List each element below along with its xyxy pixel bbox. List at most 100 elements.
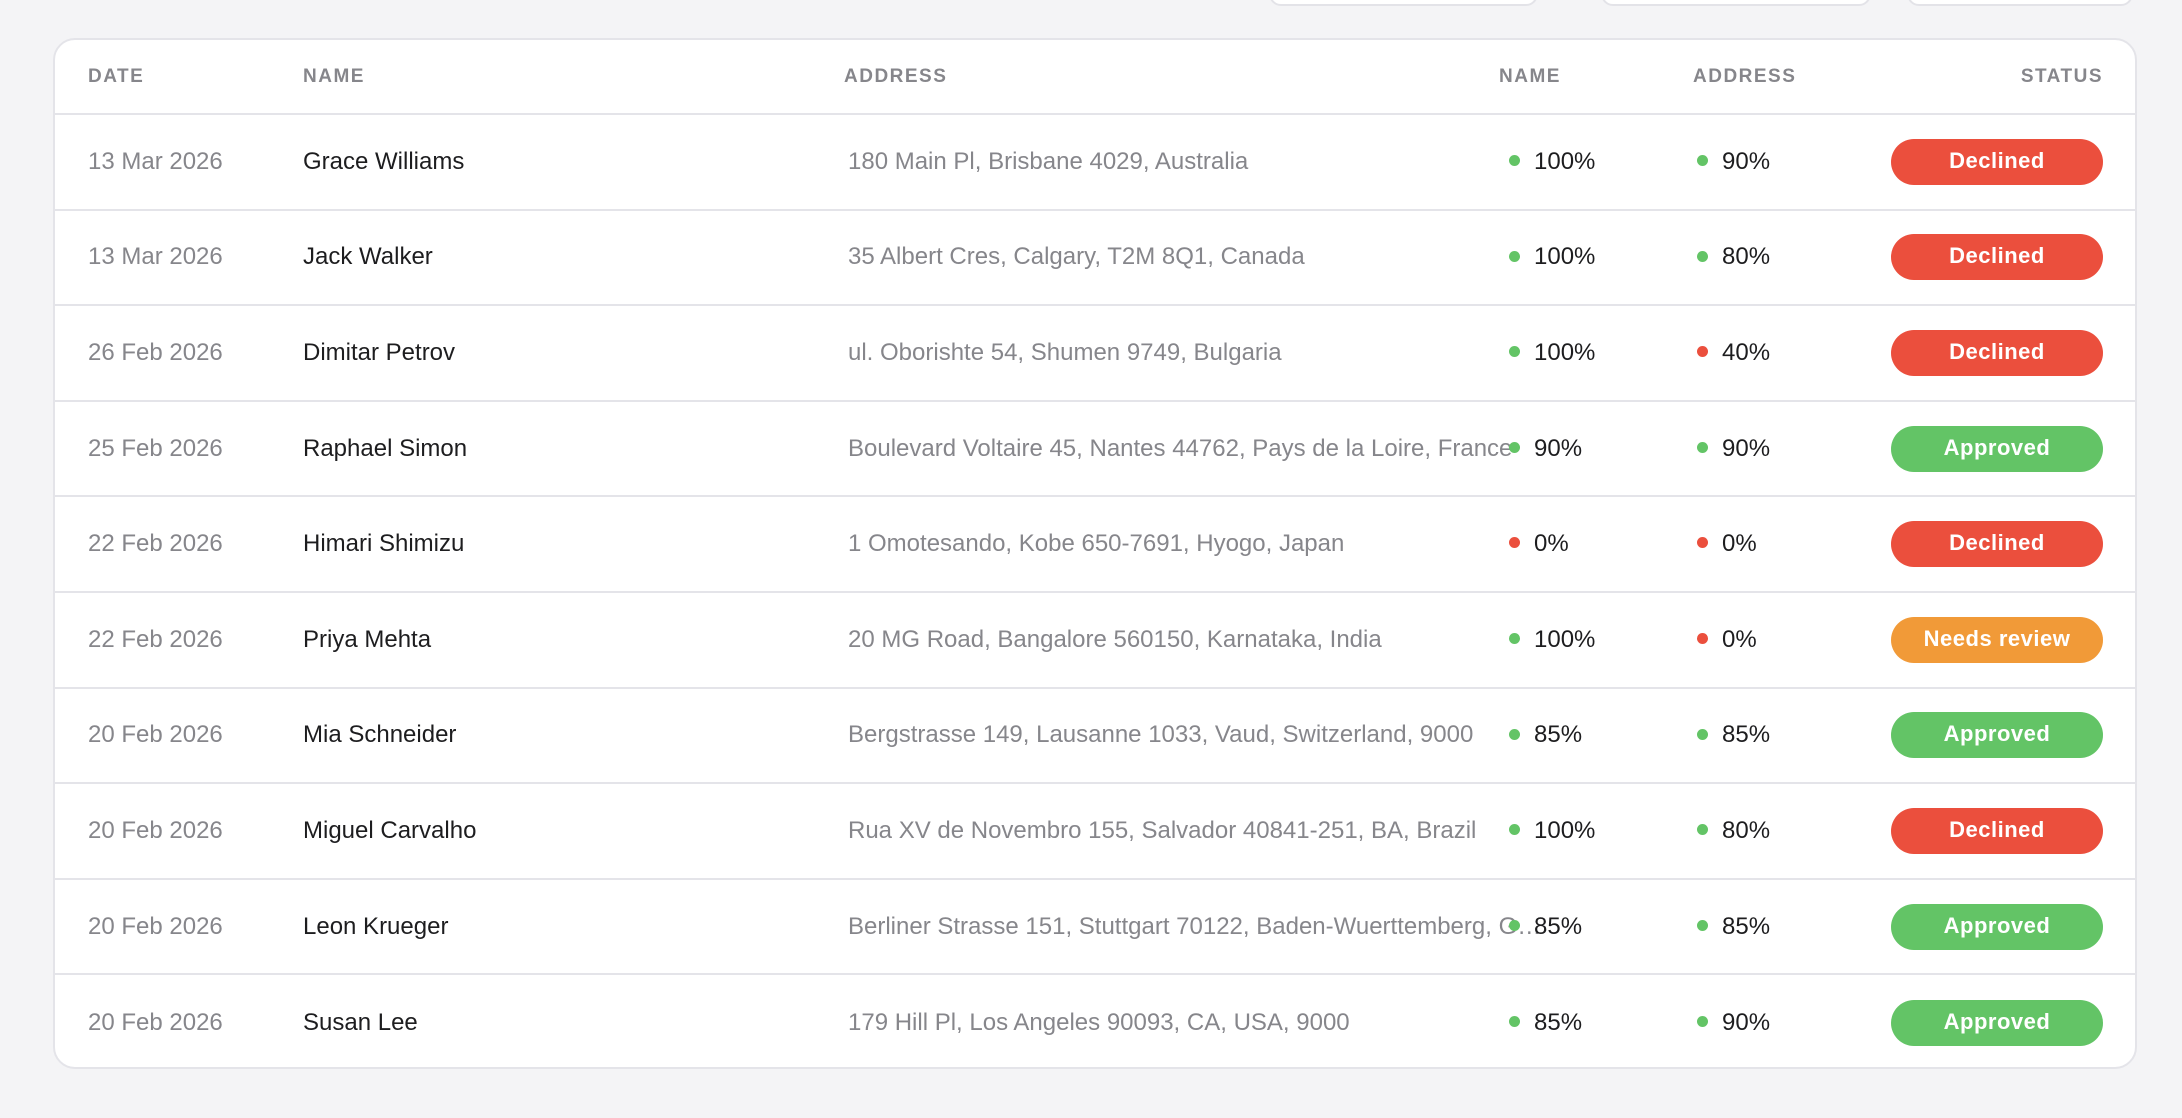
row-name: Himari Shimizu: [303, 530, 465, 558]
status-dot-icon: [1509, 250, 1520, 262]
table-row[interactable]: 22 Feb 2026 Himari Shimizu 1 Omotesando,…: [55, 497, 2135, 593]
name-match-value: 100%: [1534, 338, 1596, 366]
row-address: ul. Oborishte 54, Shumen 9749, Bulgaria: [848, 338, 1282, 366]
status-dot-icon: [1697, 632, 1708, 644]
row-name: Dimitar Petrov: [303, 338, 456, 366]
row-address: Bergstrasse 149, Lausanne 1033, Vaud, Sw…: [848, 721, 1474, 749]
row-address: 180 Main Pl, Brisbane 4029, Australia: [848, 147, 1249, 175]
address-match-value: 85%: [1722, 721, 1771, 749]
address-match: 90%: [1697, 1009, 1770, 1037]
name-match-value: 85%: [1534, 1009, 1583, 1037]
address-match-value: 0%: [1722, 530, 1757, 558]
name-match-value: 90%: [1534, 434, 1583, 462]
toolbar-button-1[interactable]: [1269, 0, 1538, 6]
status-dot-icon: [1509, 346, 1520, 358]
address-match: 0%: [1697, 530, 1757, 558]
address-match-value: 40%: [1722, 338, 1771, 366]
status-badge: Approved: [1891, 903, 2103, 950]
name-match: 90%: [1509, 435, 1582, 463]
table-row[interactable]: 13 Mar 2026 Grace Williams 180 Main Pl, …: [55, 115, 2135, 211]
row-name: Leon Krueger: [303, 912, 449, 940]
header-date[interactable]: DATE: [88, 66, 145, 87]
table-row[interactable]: 20 Feb 2026 Leon Krueger Berliner Strass…: [55, 880, 2135, 976]
name-match: 100%: [1509, 626, 1595, 654]
status-dot-icon: [1697, 919, 1708, 931]
status-dot-icon: [1697, 728, 1708, 740]
status-dot-icon: [1509, 919, 1520, 931]
address-match-value: 90%: [1722, 1009, 1771, 1037]
status-dot-icon: [1697, 154, 1708, 166]
row-date: 13 Mar 2026: [88, 147, 223, 175]
row-address: 1 Omotesando, Kobe 650-7691, Hyogo, Japa…: [848, 530, 1345, 558]
address-match: 90%: [1697, 148, 1770, 176]
toolbar-button-3[interactable]: [1907, 0, 2133, 6]
row-date: 20 Feb 2026: [88, 721, 223, 749]
row-date: 22 Feb 2026: [88, 625, 223, 653]
status-dot-icon: [1509, 728, 1520, 740]
row-name: Raphael Simon: [303, 434, 468, 462]
status-dot-icon: [1697, 250, 1708, 262]
row-date: 20 Feb 2026: [88, 1009, 223, 1037]
name-match-value: 0%: [1534, 530, 1569, 558]
row-name: Susan Lee: [303, 1009, 418, 1037]
header-address-match[interactable]: ADDRESS: [1693, 66, 1797, 87]
status-badge: Declined: [1891, 234, 2103, 281]
name-match-value: 100%: [1534, 147, 1596, 175]
toolbar-button-2[interactable]: [1601, 0, 1871, 6]
address-match: 85%: [1697, 721, 1770, 749]
status-dot-icon: [1509, 537, 1520, 549]
table-row[interactable]: 20 Feb 2026 Miguel Carvalho Rua XV de No…: [55, 784, 2135, 880]
name-match-value: 85%: [1534, 721, 1583, 749]
status-dot-icon: [1697, 346, 1708, 358]
row-name: Jack Walker: [303, 243, 433, 271]
name-match: 100%: [1509, 339, 1595, 367]
status-badge: Approved: [1891, 425, 2103, 472]
name-match: 85%: [1509, 913, 1582, 941]
status-badge: Declined: [1891, 807, 2103, 854]
header-status[interactable]: STATUS: [2020, 66, 2103, 87]
row-name: Priya Mehta: [303, 625, 432, 653]
row-date: 26 Feb 2026: [88, 338, 223, 366]
table-row[interactable]: 26 Feb 2026 Dimitar Petrov ul. Oborishte…: [55, 306, 2135, 402]
row-date: 25 Feb 2026: [88, 434, 223, 462]
name-match: 100%: [1509, 243, 1595, 271]
status-badge: Needs review: [1891, 616, 2103, 663]
status-dot-icon: [1509, 154, 1520, 166]
table-row[interactable]: 13 Mar 2026 Jack Walker 35 Albert Cres, …: [55, 211, 2135, 307]
name-match-value: 100%: [1534, 243, 1596, 271]
row-date: 20 Feb 2026: [88, 816, 223, 844]
header-name-match[interactable]: NAME: [1499, 66, 1561, 87]
table-row[interactable]: 20 Feb 2026 Mia Schneider Bergstrasse 14…: [55, 689, 2135, 785]
address-match: 80%: [1697, 817, 1770, 845]
name-match: 100%: [1509, 148, 1595, 176]
address-match-value: 80%: [1722, 816, 1771, 844]
name-match-value: 85%: [1534, 912, 1583, 940]
row-address: Berliner Strasse 151, Stuttgart 70122, B…: [848, 912, 1543, 940]
name-match-value: 100%: [1534, 816, 1596, 844]
address-match: 80%: [1697, 243, 1770, 271]
header-name[interactable]: NAME: [303, 66, 365, 87]
status-dot-icon: [1697, 537, 1708, 549]
status-badge: Approved: [1891, 712, 2103, 759]
status-dot-icon: [1697, 1016, 1708, 1028]
row-name: Grace Williams: [303, 147, 465, 175]
status-dot-icon: [1697, 824, 1708, 836]
address-match: 85%: [1697, 913, 1770, 941]
table-row[interactable]: 25 Feb 2026 Raphael Simon Boulevard Volt…: [55, 402, 2135, 498]
row-address: Rua XV de Novembro 155, Salvador 40841-2…: [848, 816, 1477, 844]
row-name: Mia Schneider: [303, 721, 457, 749]
address-match: 90%: [1697, 435, 1770, 463]
table-row[interactable]: 22 Feb 2026 Priya Mehta 20 MG Road, Bang…: [55, 593, 2135, 689]
status-dot-icon: [1509, 632, 1520, 644]
table-row[interactable]: 20 Feb 2026 Susan Lee 179 Hill Pl, Los A…: [55, 975, 2135, 1067]
row-address: 20 MG Road, Bangalore 560150, Karnataka,…: [848, 625, 1382, 653]
name-match-value: 100%: [1534, 625, 1596, 653]
header-address[interactable]: ADDRESS: [844, 66, 948, 87]
row-date: 13 Mar 2026: [88, 243, 223, 271]
name-match: 85%: [1509, 1009, 1582, 1037]
address-match-value: 0%: [1722, 625, 1757, 653]
table-header: DATE NAME ADDRESS NAME ADDRESS STATUS: [55, 40, 2135, 115]
name-match: 0%: [1509, 530, 1569, 558]
address-match-value: 80%: [1722, 243, 1771, 271]
row-address: 35 Albert Cres, Calgary, T2M 8Q1, Canada: [848, 243, 1305, 271]
